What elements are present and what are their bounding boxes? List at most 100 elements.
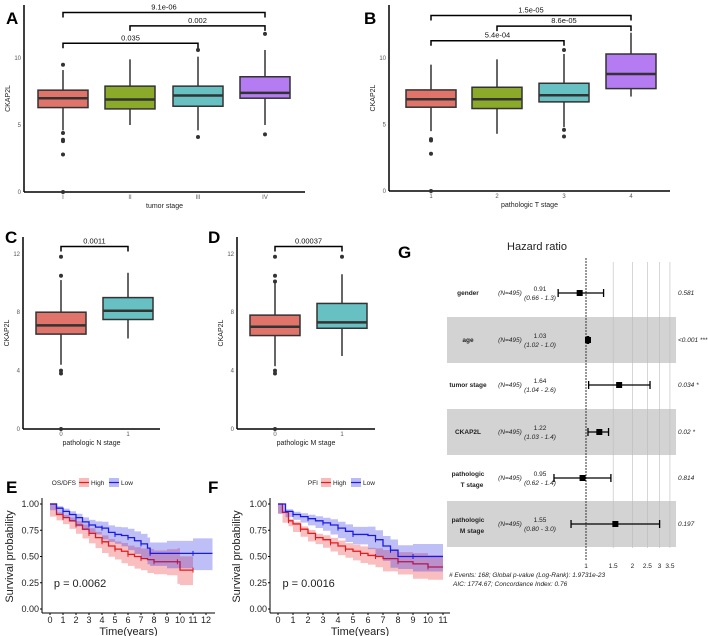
forest-row: tumor stage (N=495) 1.64 (1.04 - 2.6) 0.034 … (449, 378, 699, 394)
box-iqr (102, 296, 154, 321)
significance-bracket (274, 245, 343, 252)
outlier-point (263, 132, 267, 137)
y-axis-label: CKAP2L (370, 84, 377, 111)
panel-letter: G (398, 243, 411, 262)
outlier-point (263, 31, 267, 36)
x-tick-label: 6 (125, 615, 130, 625)
x-tick-label: 2 (73, 615, 78, 625)
legend-label: High (91, 480, 105, 487)
x-tick-label: 1 (340, 432, 344, 438)
footer-line: # Events: 168; Global p-value (Log-Rank)… (449, 572, 605, 579)
outlier-point (196, 135, 200, 140)
ci-value: (0.80 - 3.0) (524, 526, 556, 533)
n-label: (N=495) (498, 337, 522, 344)
box-3 (538, 48, 590, 139)
hr-value: 1.64 (534, 378, 547, 385)
row-background (447, 317, 676, 363)
outlier-point (61, 190, 65, 194)
x-tick-label: 0 (275, 615, 280, 625)
p-value-label: 9.1e-06 (151, 2, 176, 11)
p-value-label: 0.197 (678, 521, 695, 528)
legend-label: High (333, 480, 347, 487)
box-1 (102, 272, 154, 339)
forest-row: CKAP2L (N=495) 1.22 (1.03 - 1.4) 0.02 * (455, 425, 695, 441)
outlier-point (59, 371, 63, 376)
x-tick-label: II (128, 195, 132, 201)
p-value-label: <0.001 *** (678, 337, 708, 344)
panel-letter: E (6, 478, 17, 497)
x-tick-label: 1 (60, 615, 65, 625)
legend-title: OS/DFS (52, 480, 77, 487)
box-iqr (538, 82, 590, 103)
x-tick-label: 3 (658, 563, 662, 570)
panel-e: E0.000.250.500.751.000 1 2 3 4 5 6 7 8 9 10 11 12Tim… (4, 478, 215, 636)
survival-curve (278, 503, 443, 568)
y-tick-label: 0.50 (21, 552, 39, 562)
x-tick-label: 8 (151, 615, 156, 625)
significance-bracket (62, 42, 199, 49)
y-tick-label: 0 (17, 427, 21, 433)
panel-letter: F (208, 478, 218, 497)
x-tick-label: I (62, 195, 64, 201)
x-tick-label: 2 (305, 615, 310, 625)
y-tick-label: 0 (383, 189, 387, 195)
box-1 (405, 64, 457, 193)
panel-g: G Hazard ratio 1 1.5 2 2.5 3 3.5 gender (N=495) 0.… (398, 241, 708, 588)
hr-point (579, 475, 586, 481)
panel-b: B 0 5 10 CKAP2L pathologic T stage 1 2 3 4 5.4e-04… (364, 5, 670, 209)
outlier-point (429, 151, 433, 156)
y-tick-label: 0.00 (21, 604, 39, 614)
box-I (37, 62, 89, 194)
x-tick-label: 4 (335, 615, 340, 625)
row-label: CKAP2L (455, 429, 481, 436)
panel-letter: A (6, 9, 18, 28)
box-iqr (249, 314, 301, 337)
outlier-point (273, 273, 277, 278)
x-tick-label: 4 (99, 615, 104, 625)
significance-bracket (129, 25, 266, 31)
p-value-label: p = 0.0016 (283, 578, 335, 590)
box-iqr (239, 76, 291, 99)
box-2 (471, 59, 523, 134)
hr-point (616, 382, 623, 388)
hr-point (596, 429, 603, 435)
outlier-point (59, 273, 63, 278)
x-tick-label: 5 (112, 615, 117, 625)
km-series-low (50, 503, 213, 571)
y-tick-label: 8 (231, 310, 235, 316)
x-tick-label: 6 (365, 615, 370, 625)
n-label: (N=495) (498, 521, 522, 528)
x-tick-label: 11 (438, 615, 447, 625)
row-label: pathologic (452, 517, 485, 524)
outlier-point (429, 138, 433, 143)
outlier-point (196, 47, 200, 52)
x-tick-label: 9 (410, 615, 415, 625)
panel-letter: D (208, 228, 220, 247)
x-tick-label: 12 (201, 615, 211, 625)
outlier-point (61, 62, 65, 67)
x-axis-label: Time(years) (331, 626, 389, 636)
y-axis-label: Survival probability (4, 510, 16, 603)
y-tick-label: 1.00 (249, 499, 267, 509)
x-tick-label: 3 (562, 194, 566, 200)
y-tick-label: 0.75 (21, 525, 39, 535)
box-iqr (316, 302, 368, 330)
forest-title: Hazard ratio (507, 241, 567, 253)
confidence-band (50, 504, 193, 586)
outlier-point (61, 131, 65, 136)
y-tick-label: 0.50 (249, 552, 267, 562)
ci-value: (1.03 - 1.4) (524, 434, 556, 441)
p-value-label: 0.814 (678, 475, 695, 482)
outlier-point (273, 371, 277, 376)
x-tick-label: 3.5 (665, 563, 674, 570)
x-tick-label: 2 (495, 194, 499, 200)
y-tick-label: 12 (13, 252, 20, 258)
km-series-high (278, 503, 443, 580)
p-value-label: 0.00037 (295, 237, 322, 246)
outlier-point (59, 427, 63, 431)
x-axis-label: tumor stage (146, 203, 183, 210)
box-iqr (104, 85, 156, 110)
panel-letter: B (364, 9, 376, 28)
